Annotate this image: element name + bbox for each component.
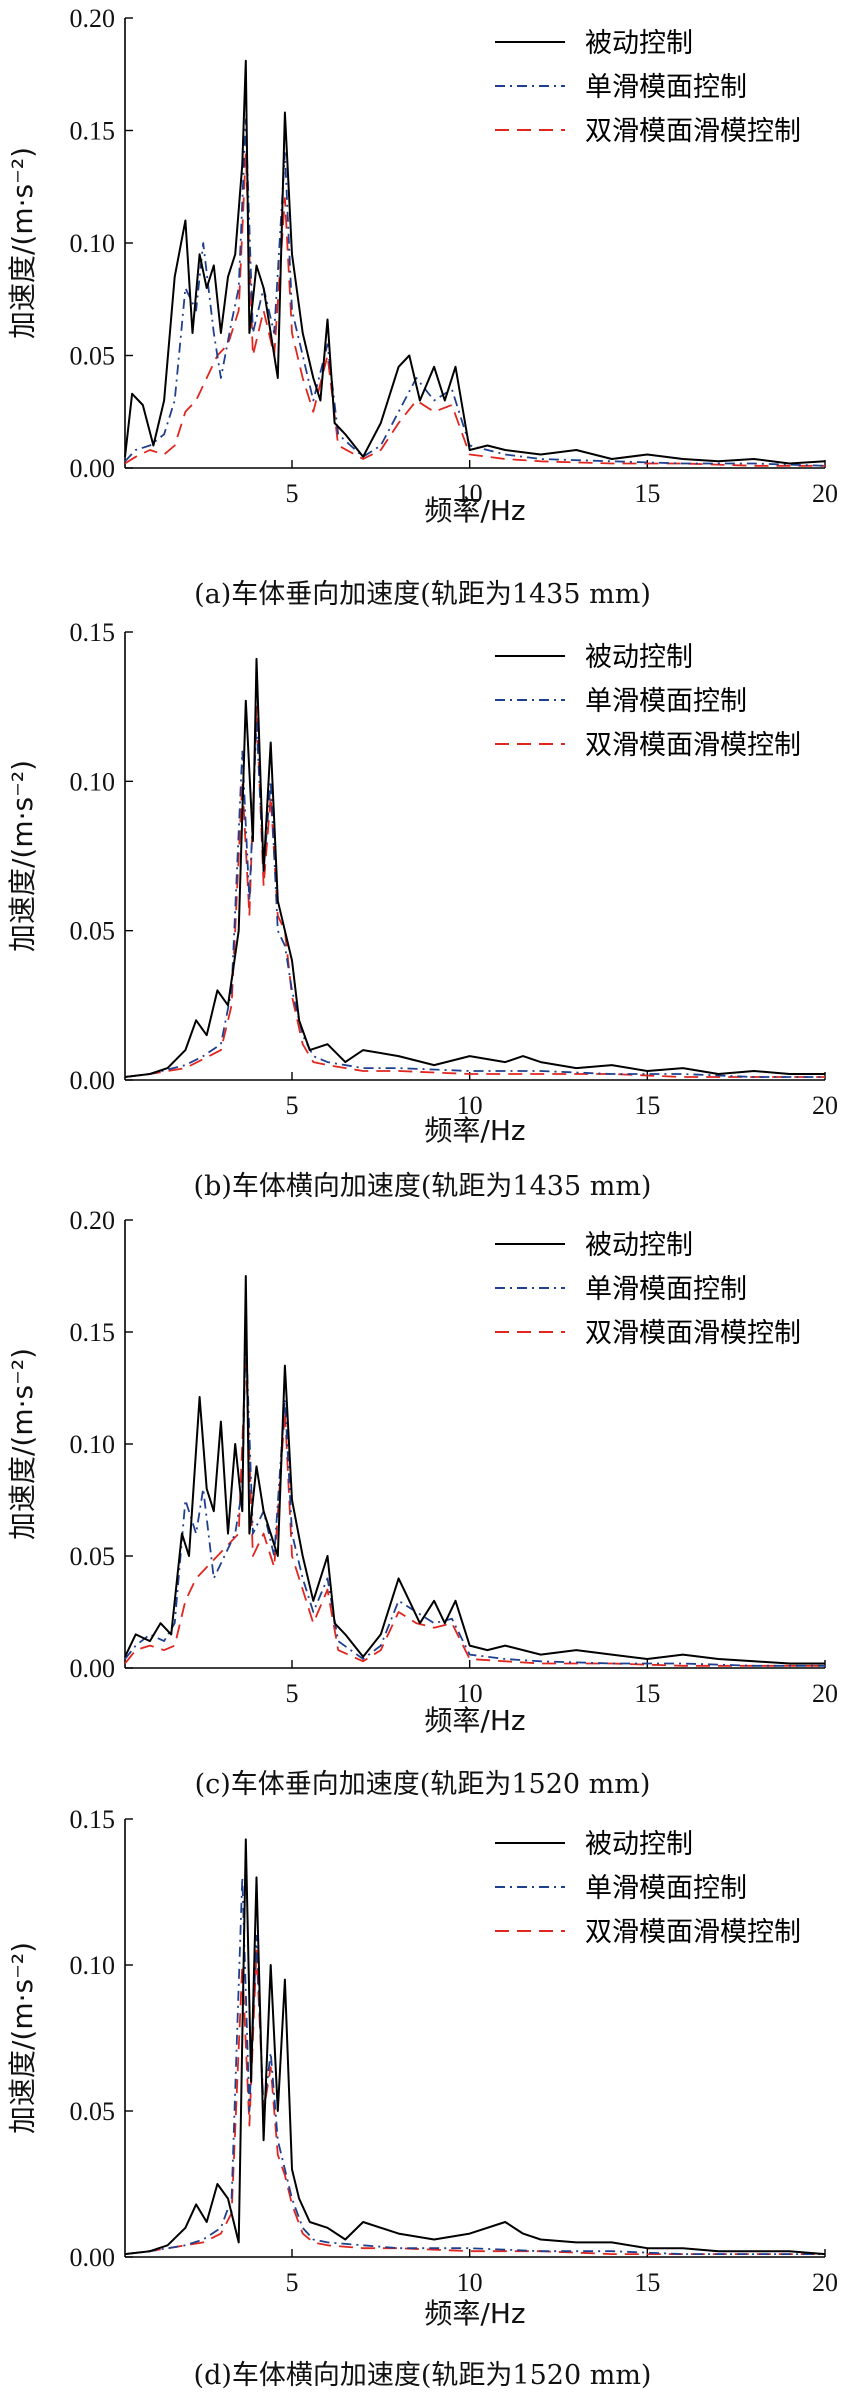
y-tick-label: 0.15	[70, 1318, 116, 1347]
chart-d: 0.00 0.05 0.10 0.15 5 10 15 20 频率/Hz 加速度/(m·s⁻²) 被…	[6, 1805, 838, 2330]
caption-a: (a)车体垂向加速度(轨距为1435 mm)	[194, 579, 651, 610]
y-tick-label: 0.15	[70, 117, 116, 146]
x-tick-label: 15	[634, 479, 660, 508]
series-line-2	[124, 1353, 825, 1667]
x-tick-label: 15	[634, 2268, 660, 2297]
series-line-0	[124, 657, 825, 1078]
y-tick-label: 0.15	[70, 1805, 116, 1834]
x-axis-label: 频率/Hz	[424, 494, 525, 527]
caption-c: (c)车体垂向加速度(轨距为1520 mm)	[194, 1769, 651, 1800]
caption-d: (d)车体横向加速度(轨距为1520 mm)	[193, 2360, 652, 2391]
y-tick-label: 0.10	[70, 1951, 116, 1980]
y-tick-label: 0.20	[70, 1206, 116, 1235]
legend-label: 被动控制	[585, 1829, 693, 1860]
legend-label: 单滑模面控制	[585, 1274, 747, 1305]
x-tick-label: 10	[457, 479, 483, 508]
series-line-0	[124, 1275, 825, 1665]
y-tick-label: 0.00	[70, 454, 116, 483]
x-tick-label: 20	[812, 2268, 838, 2297]
legend-label: 双滑模面滑模控制	[585, 116, 801, 147]
y-tick-label: 0.00	[70, 1066, 116, 1095]
series-line-1	[124, 1331, 825, 1667]
series-line-0	[124, 1838, 826, 2256]
y-tick-label: 0.00	[70, 1654, 116, 1683]
y-tick-label: 0.10	[70, 767, 116, 796]
x-axis-label: 频率/Hz	[424, 1704, 525, 1737]
series-line-0	[124, 59, 826, 465]
x-tick-label: 20	[812, 479, 838, 508]
series-line-1	[124, 1876, 825, 2256]
panel-a: 0.00 0.05 0.10 0.15 0.20 5 10 15 20 频率/Hz 加速度/(m·s…	[0, 0, 845, 610]
series-line-2	[124, 705, 825, 1078]
x-tick-label: 5	[286, 1091, 299, 1120]
panel-d: 0.00 0.05 0.10 0.15 5 10 15 20 频率/Hz 加速度/(m·s⁻²) 被…	[0, 1795, 845, 2392]
y-tick-label: 0.20	[70, 4, 116, 33]
y-tick-label: 0.00	[70, 2243, 116, 2272]
y-tick-label: 0.05	[70, 2097, 116, 2126]
legend-label: 被动控制	[585, 642, 693, 673]
y-tick-label: 0.05	[70, 1542, 116, 1571]
chart-c: 0.00 0.05 0.10 0.15 0.20 5 10 15 20 频率/Hz 加速度/(m·s…	[6, 1206, 838, 1737]
caption-b: (b)车体横向加速度(轨距为1435 mm)	[193, 1171, 652, 1202]
x-tick-label: 10	[457, 2268, 483, 2297]
legend-label: 被动控制	[585, 1230, 693, 1261]
chart-a: 0.00 0.05 0.10 0.15 0.20 5 10 15 20 频率/Hz 加速度/(m·s…	[6, 4, 838, 527]
series-line-1	[124, 720, 825, 1078]
x-tick-label: 5	[286, 1679, 299, 1708]
legend-label: 双滑模面滑模控制	[585, 1917, 801, 1948]
series-line-2	[124, 152, 825, 467]
y-tick-label: 0.05	[70, 342, 116, 371]
legend-label: 单滑模面控制	[585, 1873, 747, 1904]
panel-b: 0.00 0.05 0.10 0.15 5 10 15 20 频率/Hz 加速度/(m·s⁻²) 被…	[0, 610, 845, 1210]
legend-label: 单滑模面控制	[585, 72, 747, 103]
x-tick-label: 15	[634, 1091, 660, 1120]
y-tick-label: 0.15	[70, 618, 116, 647]
x-tick-label: 15	[634, 1679, 660, 1708]
y-axis-label: 加速度/(m·s⁻²)	[6, 1348, 39, 1540]
x-tick-label: 10	[457, 1679, 483, 1708]
legend-label: 双滑模面滑模控制	[585, 1318, 801, 1349]
legend-label: 双滑模面滑模控制	[585, 730, 801, 761]
panel-c: 0.00 0.05 0.10 0.15 0.20 5 10 15 20 频率/Hz 加速度/(m·s…	[0, 1200, 845, 1800]
x-axis-label: 频率/Hz	[424, 1114, 525, 1147]
legend-label: 单滑模面控制	[585, 686, 747, 717]
y-tick-label: 0.10	[70, 1430, 116, 1459]
y-axis-label: 加速度/(m·s⁻²)	[6, 760, 39, 952]
x-tick-label: 5	[286, 479, 299, 508]
series-line-1	[124, 118, 826, 467]
x-tick-label: 10	[457, 1091, 483, 1120]
y-axis-label: 加速度/(m·s⁻²)	[6, 1942, 39, 2134]
y-tick-label: 0.10	[70, 229, 116, 258]
chart-b: 0.00 0.05 0.10 0.15 5 10 15 20 频率/Hz 加速度/(m·s⁻²) 被…	[6, 618, 838, 1147]
y-tick-label: 0.05	[70, 917, 116, 946]
x-tick-label: 20	[812, 1091, 838, 1120]
legend-label: 被动控制	[585, 28, 693, 59]
x-tick-label: 20	[812, 1679, 838, 1708]
x-tick-label: 5	[286, 2268, 299, 2297]
x-axis-label: 频率/Hz	[424, 2297, 525, 2330]
y-axis-label: 加速度/(m·s⁻²)	[6, 147, 39, 339]
